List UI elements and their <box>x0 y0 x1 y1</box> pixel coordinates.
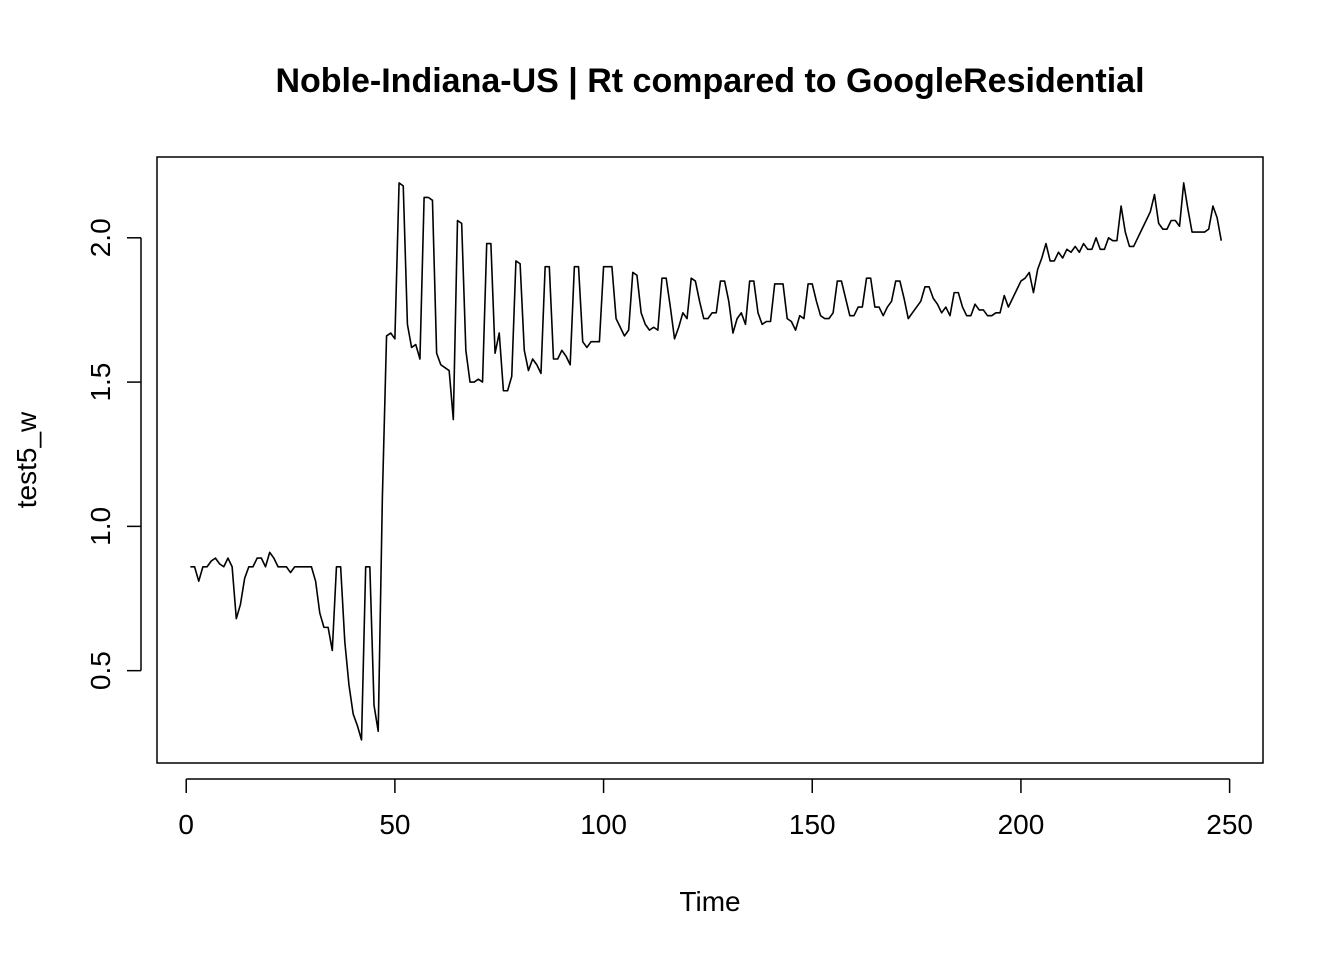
x-tick-label: 50 <box>379 809 410 840</box>
x-tick-label: 200 <box>998 809 1045 840</box>
y-axis-label: test5_w <box>11 411 42 508</box>
chart-title: Noble-Indiana-US | Rt compared to Google… <box>275 62 1144 100</box>
x-tick-label: 100 <box>580 809 627 840</box>
x-tick-label: 150 <box>789 809 836 840</box>
y-tick-label: 2.0 <box>85 218 116 257</box>
y-axis: 0.5 1.0 1.5 2.0 <box>85 218 142 690</box>
plot-frame <box>156 156 1264 764</box>
y-tick-label: 1.0 <box>85 507 116 546</box>
series-layer <box>190 182 1223 741</box>
y-tick-label: 0.5 <box>85 651 116 690</box>
series-line <box>190 182 1223 741</box>
x-axis-label: Time <box>679 886 740 917</box>
x-axis: 0 50 100 150 200 250 <box>178 778 1253 840</box>
x-tick-label: 0 <box>178 809 194 840</box>
x-tick-label: 250 <box>1206 809 1253 840</box>
y-tick-label: 1.5 <box>85 363 116 402</box>
